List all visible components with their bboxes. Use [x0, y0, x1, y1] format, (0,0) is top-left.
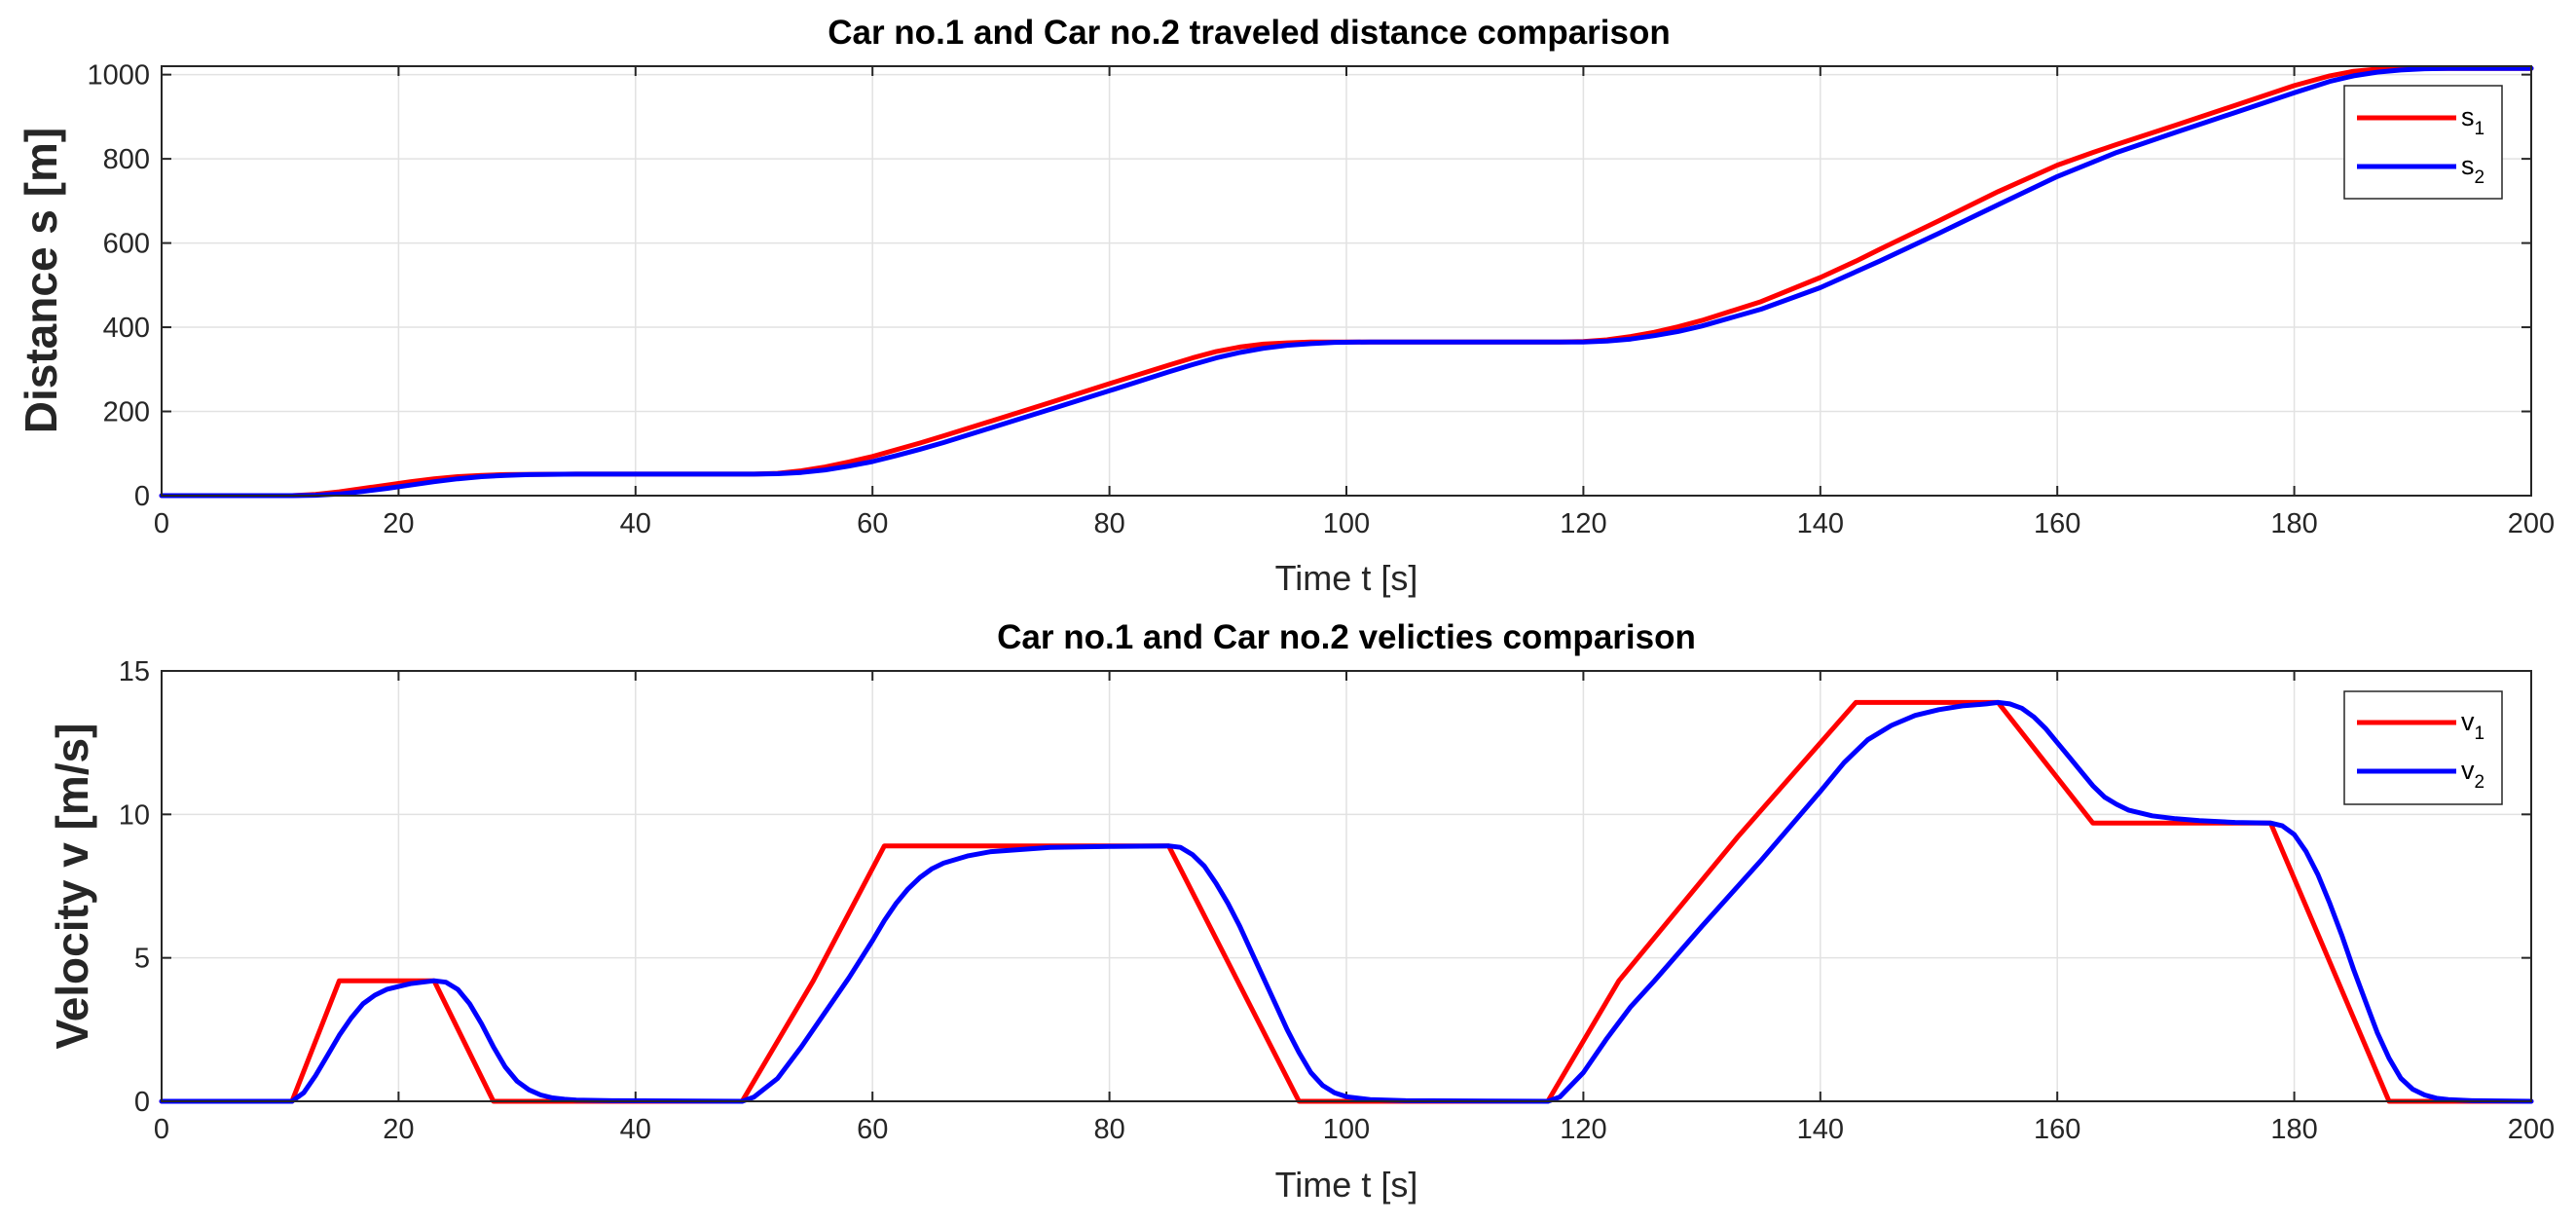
velocity-x-tick-label: 0	[154, 1114, 169, 1145]
distance-ticks: 0 20 40 60 80 100 120 140 160 180 200 0 200 400 600 800…	[87, 60, 2555, 539]
distance-x-tick-label: 120	[1560, 508, 1606, 539]
distance-x-tick-label: 40	[620, 508, 651, 539]
distance-x-tick-label: 60	[857, 508, 888, 539]
distance-legend-s2-sub: 2	[2475, 167, 2485, 188]
distance-legend-s2-label: s2	[2461, 151, 2484, 188]
velocity-x-tick-label: 180	[2270, 1114, 2317, 1145]
velocity-y-axis-label: Velocity v [m/s]	[47, 723, 97, 1050]
velocity-x-tick-label: 160	[2034, 1114, 2080, 1145]
distance-chart: Car no.1 and Car no.2 traveled distance …	[16, 14, 2555, 598]
distance-y-axis-label: Distance s [m]	[16, 128, 66, 433]
distance-x-tick-label: 180	[2270, 508, 2317, 539]
velocity-ticks: 0 20 40 60 80 100 120 140 160 180 200 0 5 10 15	[119, 656, 2555, 1145]
velocity-y-tick-label: 15	[119, 656, 150, 687]
distance-plot-frame	[161, 65, 2532, 497]
distance-y-tick-label: 600	[103, 229, 150, 260]
velocity-legend-v1-main: v	[2461, 707, 2475, 736]
distance-series	[159, 65, 2534, 499]
distance-x-axis-label: Time t [s]	[1275, 558, 1418, 598]
velocity-x-tick-label: 20	[383, 1114, 414, 1145]
velocity-y-tick-label: 5	[134, 944, 150, 975]
velocity-legend-v2-main: v	[2461, 756, 2475, 785]
distance-y-tick-label: 400	[103, 313, 150, 344]
distance-legend-box	[2343, 85, 2503, 200]
distance-y-tick-label: 200	[103, 397, 150, 428]
velocity-series-v2	[159, 699, 2534, 1104]
velocity-legend-v1-label: v1	[2461, 707, 2484, 744]
velocity-x-tick-label: 200	[2508, 1114, 2555, 1145]
distance-legend-s1-main: s	[2461, 102, 2475, 131]
velocity-x-tick-label: 100	[1323, 1114, 1370, 1145]
distance-legend-s1-label: s1	[2461, 102, 2484, 139]
distance-legend-s2-main: s	[2461, 151, 2475, 180]
velocity-chart: Car no.1 and Car no.2 velicties comparis…	[47, 618, 2555, 1205]
distance-series-s2	[159, 65, 2534, 499]
distance-x-tick-label: 0	[154, 508, 169, 539]
distance-y-tick-label: 800	[103, 144, 150, 175]
velocity-y-tick-label: 0	[134, 1087, 150, 1118]
distance-chart-title: Car no.1 and Car no.2 traveled distance …	[828, 14, 1671, 52]
velocity-legend: v1 v2	[2343, 690, 2503, 805]
distance-x-tick-label: 20	[383, 508, 414, 539]
velocity-legend-v2-label: v2	[2461, 756, 2484, 793]
velocity-legend-v1-sub: 1	[2475, 723, 2485, 744]
velocity-legend-box	[2343, 690, 2503, 805]
velocity-x-tick-label: 80	[1093, 1114, 1124, 1145]
distance-x-tick-label: 200	[2508, 508, 2555, 539]
velocity-y-tick-label: 10	[119, 799, 150, 831]
velocity-x-tick-label: 120	[1560, 1114, 1606, 1145]
velocity-x-tick-label: 140	[1797, 1114, 1844, 1145]
distance-legend: s1 s2	[2343, 85, 2503, 200]
velocity-x-tick-label: 40	[620, 1114, 651, 1145]
distance-y-tick-label: 1000	[87, 60, 150, 92]
velocity-chart-title: Car no.1 and Car no.2 velicties comparis…	[997, 618, 1696, 656]
velocity-x-tick-label: 60	[857, 1114, 888, 1145]
velocity-legend-v2-sub: 2	[2475, 772, 2485, 793]
distance-x-tick-label: 160	[2034, 508, 2080, 539]
distance-legend-s1-sub: 1	[2475, 119, 2485, 139]
velocity-x-axis-label: Time t [s]	[1275, 1165, 1418, 1205]
velocity-plot-frame	[161, 670, 2532, 1102]
distance-x-tick-label: 140	[1797, 508, 1844, 539]
distance-y-tick-label: 0	[134, 481, 150, 512]
distance-x-tick-label: 100	[1323, 508, 1370, 539]
distance-x-tick-label: 80	[1093, 508, 1124, 539]
